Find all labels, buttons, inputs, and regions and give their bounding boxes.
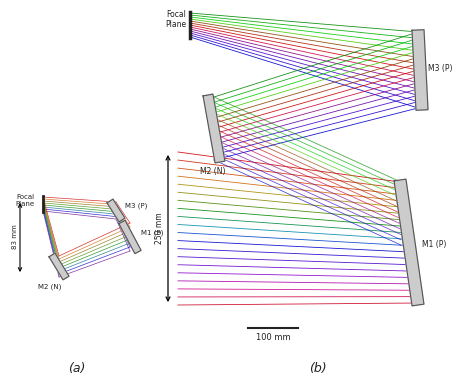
Polygon shape [394,179,424,306]
Text: Focal
Plane: Focal Plane [165,10,186,29]
Text: Focal
Plane: Focal Plane [16,194,35,207]
Polygon shape [49,253,69,280]
Polygon shape [412,30,428,110]
Polygon shape [119,220,141,254]
Polygon shape [203,94,225,163]
Text: 100 mm: 100 mm [255,333,290,342]
Text: M2 (N): M2 (N) [200,167,226,176]
Text: 83 mm: 83 mm [12,224,18,249]
Polygon shape [107,199,125,222]
Text: (a): (a) [68,362,86,375]
Text: M1 (P): M1 (P) [422,241,447,250]
Text: M2 (N): M2 (N) [38,283,61,290]
Text: 250 mm: 250 mm [155,212,164,244]
Text: M3 (P): M3 (P) [125,203,147,209]
Text: M1 (P): M1 (P) [141,230,164,236]
Text: (b): (b) [309,362,327,375]
Text: M3 (P): M3 (P) [428,64,453,73]
